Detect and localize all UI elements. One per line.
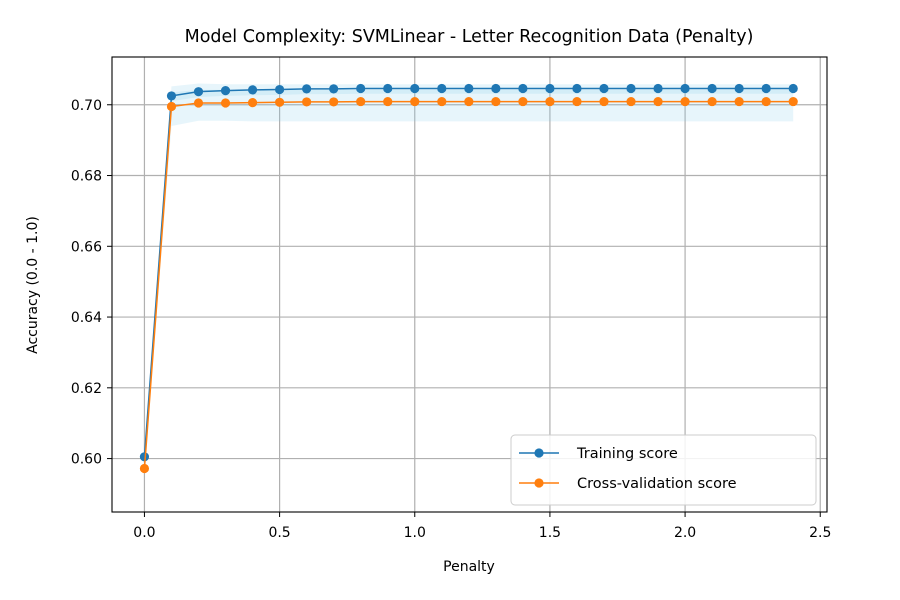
point-training	[707, 83, 717, 94]
point-cross-validation	[166, 101, 177, 112]
point-training	[274, 84, 285, 95]
point-cross-validation	[302, 97, 312, 107]
band-cross-validation	[144, 89, 794, 469]
line-training	[143, 87, 794, 457]
x-axis-label: Penalty	[443, 559, 495, 575]
point-training	[788, 83, 798, 94]
legend-label-training: Training score	[576, 446, 678, 462]
point-cross-validation	[491, 96, 501, 107]
point-training	[626, 83, 636, 94]
point-cross-validation	[653, 96, 663, 107]
legend-marker-training	[534, 448, 544, 458]
point-training	[329, 84, 339, 94]
point-training	[166, 91, 177, 101]
point-training	[761, 83, 771, 94]
point-cross-validation	[545, 96, 555, 107]
point-training	[491, 83, 501, 94]
legend-box	[510, 434, 817, 506]
point-cross-validation	[788, 96, 798, 107]
point-cross-validation	[518, 96, 528, 107]
axes-frame	[111, 56, 828, 513]
point-cross-validation	[761, 96, 771, 107]
point-training	[545, 83, 555, 94]
point-training	[599, 83, 609, 94]
point-cross-validation	[356, 96, 366, 107]
point-cross-validation	[572, 96, 582, 107]
y-tick-label: 0.68	[71, 169, 102, 185]
point-training	[383, 83, 393, 94]
y-tick-label: 0.70	[71, 98, 102, 114]
point-cross-validation	[707, 96, 717, 107]
point-cross-validation	[220, 98, 231, 108]
point-training	[653, 83, 663, 94]
point-training	[220, 86, 231, 96]
x-tick-label: 0.5	[268, 525, 290, 541]
point-training	[193, 87, 204, 97]
y-tick-label: 0.64	[71, 310, 102, 326]
point-cross-validation	[410, 96, 420, 107]
series-layer	[139, 83, 798, 474]
point-training	[734, 83, 744, 94]
point-training	[302, 84, 312, 94]
line-cross-validation	[143, 100, 794, 469]
point-cross-validation	[599, 96, 609, 107]
point-training	[680, 83, 690, 94]
point-cross-validation	[139, 463, 150, 474]
y-axis-label: Accuracy (0.0 - 1.0)	[25, 216, 41, 354]
x-tick-label: 2.0	[674, 525, 696, 541]
point-training	[247, 85, 258, 95]
band-training	[144, 83, 794, 457]
legend-label-cross-validation: Cross-validation score	[577, 476, 737, 492]
x-tick-label: 1.5	[539, 525, 561, 541]
point-training	[410, 83, 420, 94]
x-tick-label: 0.0	[133, 525, 155, 541]
y-tick-label: 0.60	[71, 452, 102, 468]
point-cross-validation	[274, 97, 285, 107]
point-cross-validation	[464, 96, 474, 107]
point-training	[464, 83, 474, 94]
plot-area: 0.0 0.5 1.0 1.5 2.0 2.5 0.60 0.62 0.64 0.66 0.68 0.…	[71, 56, 831, 541]
point-training	[139, 452, 150, 462]
point-cross-validation	[626, 96, 636, 107]
point-training	[437, 83, 447, 94]
legend-marker-cross-validation	[534, 478, 544, 488]
point-cross-validation	[734, 96, 744, 107]
point-cross-validation	[247, 98, 258, 108]
point-cross-validation	[383, 96, 393, 107]
x-tick-label: 1.0	[404, 525, 426, 541]
point-training	[356, 83, 366, 94]
point-cross-validation	[329, 97, 339, 107]
point-cross-validation	[680, 96, 690, 107]
x-tick-label: 2.5	[809, 525, 831, 541]
y-tick-label: 0.62	[71, 381, 102, 397]
chart-title: Model Complexity: SVMLinear - Letter Rec…	[185, 27, 754, 47]
point-cross-validation	[193, 98, 204, 108]
point-training	[572, 83, 582, 94]
point-training	[518, 83, 528, 94]
legend: Training score Cross-validation score	[510, 434, 817, 506]
y-tick-label: 0.66	[71, 239, 102, 255]
point-cross-validation	[437, 96, 447, 107]
